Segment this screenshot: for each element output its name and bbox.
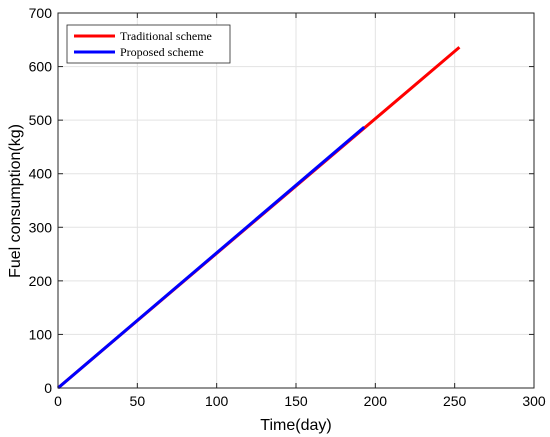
legend-box — [66, 24, 231, 64]
x-tick-label: 150 — [284, 393, 308, 409]
y-tick-label: 400 — [29, 166, 53, 182]
y-tick-label: 500 — [29, 112, 53, 128]
y-tick-label: 700 — [29, 5, 53, 21]
series-line-proposed — [57, 125, 366, 390]
y-tick-label: 100 — [29, 326, 53, 342]
legend: Traditional scheme Proposed scheme — [66, 24, 231, 64]
ticks — [57, 12, 535, 389]
y-axis-label: Fuel consumption(kg) — [7, 124, 24, 278]
x-tick-label: 200 — [364, 393, 388, 409]
x-tick-label: 50 — [130, 393, 146, 409]
x-tick-labels: 0 50 100 150 200 250 300 — [54, 393, 546, 409]
x-axis-label: Time(day) — [260, 417, 331, 434]
x-tick-label: 300 — [522, 393, 546, 409]
y-tick-labels: 0 100 200 300 400 500 600 700 — [29, 5, 53, 396]
y-tick-label: 600 — [29, 59, 53, 75]
y-tick-label: 200 — [29, 273, 53, 289]
x-tick-label: 0 — [54, 393, 62, 409]
y-tick-label: 0 — [44, 380, 52, 396]
x-tick-label: 100 — [205, 393, 229, 409]
series-layer — [57, 46, 461, 390]
legend-label-traditional: Traditional scheme — [120, 29, 212, 43]
legend-label-proposed: Proposed scheme — [120, 45, 204, 59]
x-tick-label: 250 — [443, 393, 467, 409]
y-tick-label: 300 — [29, 219, 53, 235]
